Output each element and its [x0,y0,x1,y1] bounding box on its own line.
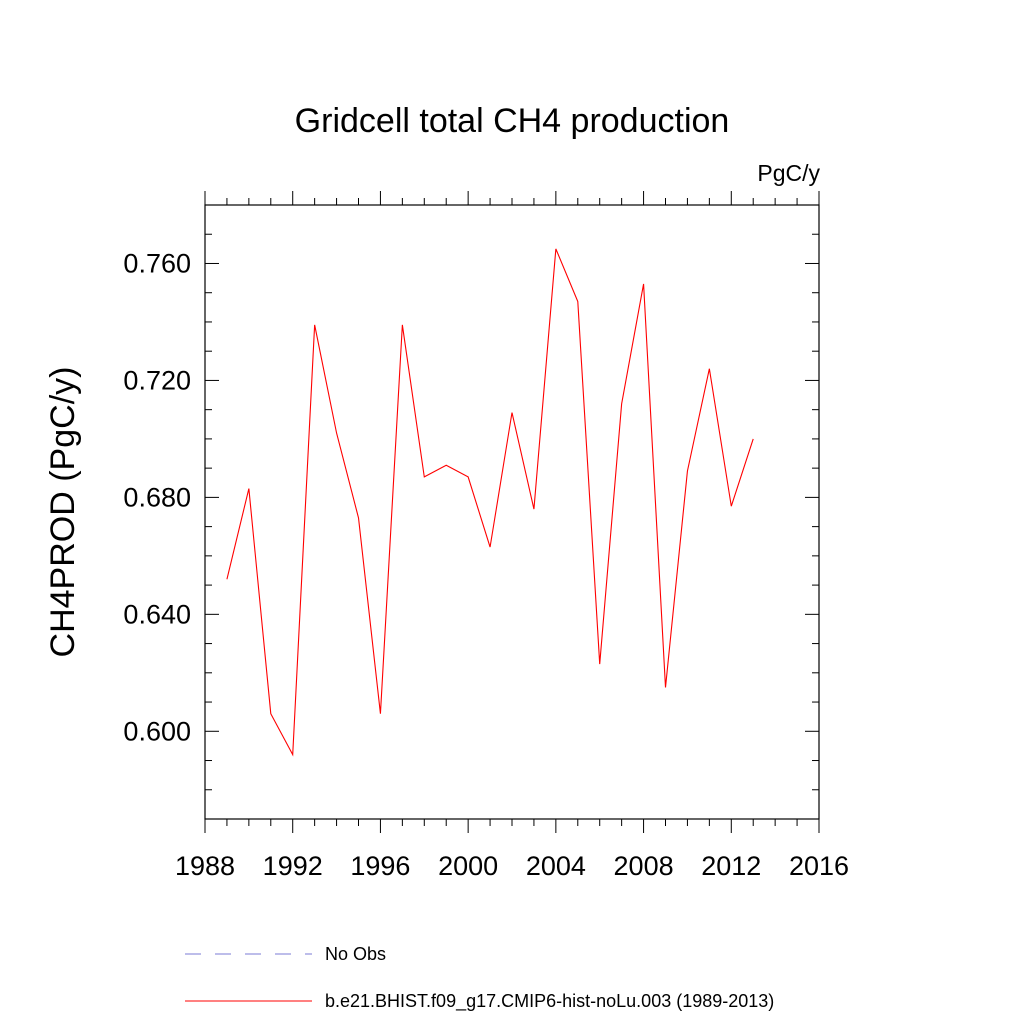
legend: No Obs b.e21.BHIST.f09_g17.CMIP6-hist-no… [185,944,774,1012]
series-group [226,248,754,757]
y-tick-label: 0.720 [123,365,191,395]
x-tick-label: 2008 [614,851,674,881]
y-tick-label: 0.600 [123,716,191,746]
x-tick-label: 2012 [701,851,761,881]
y-axis-label: CH4PROD (PgC/y) [44,367,82,658]
x-tick-label: 1996 [350,851,410,881]
chart-title: Gridcell total CH4 production [295,102,730,140]
x-tick-label: 1992 [263,851,323,881]
x-tick-label: 1988 [175,851,235,881]
y-tick-label: 0.680 [123,482,191,512]
x-tick-label: 2004 [526,851,586,881]
series-line [226,248,754,757]
units-label: PgC/y [757,160,820,186]
legend-label-no-obs: No Obs [325,944,386,964]
x-tick-label: 2016 [789,851,849,881]
plot-frame [204,204,820,820]
x-tick-label: 2000 [438,851,498,881]
y-tick-label: 0.760 [123,248,191,278]
y-tick-label: 0.640 [123,599,191,629]
legend-label-model: b.e21.BHIST.f09_g17.CMIP6-hist-noLu.003 … [325,991,774,1012]
tick-labels: 1988 1992 1996 2000 2004 2008 2012 2016 0.600 0.6… [123,248,849,881]
axis-ticks [204,191,820,833]
